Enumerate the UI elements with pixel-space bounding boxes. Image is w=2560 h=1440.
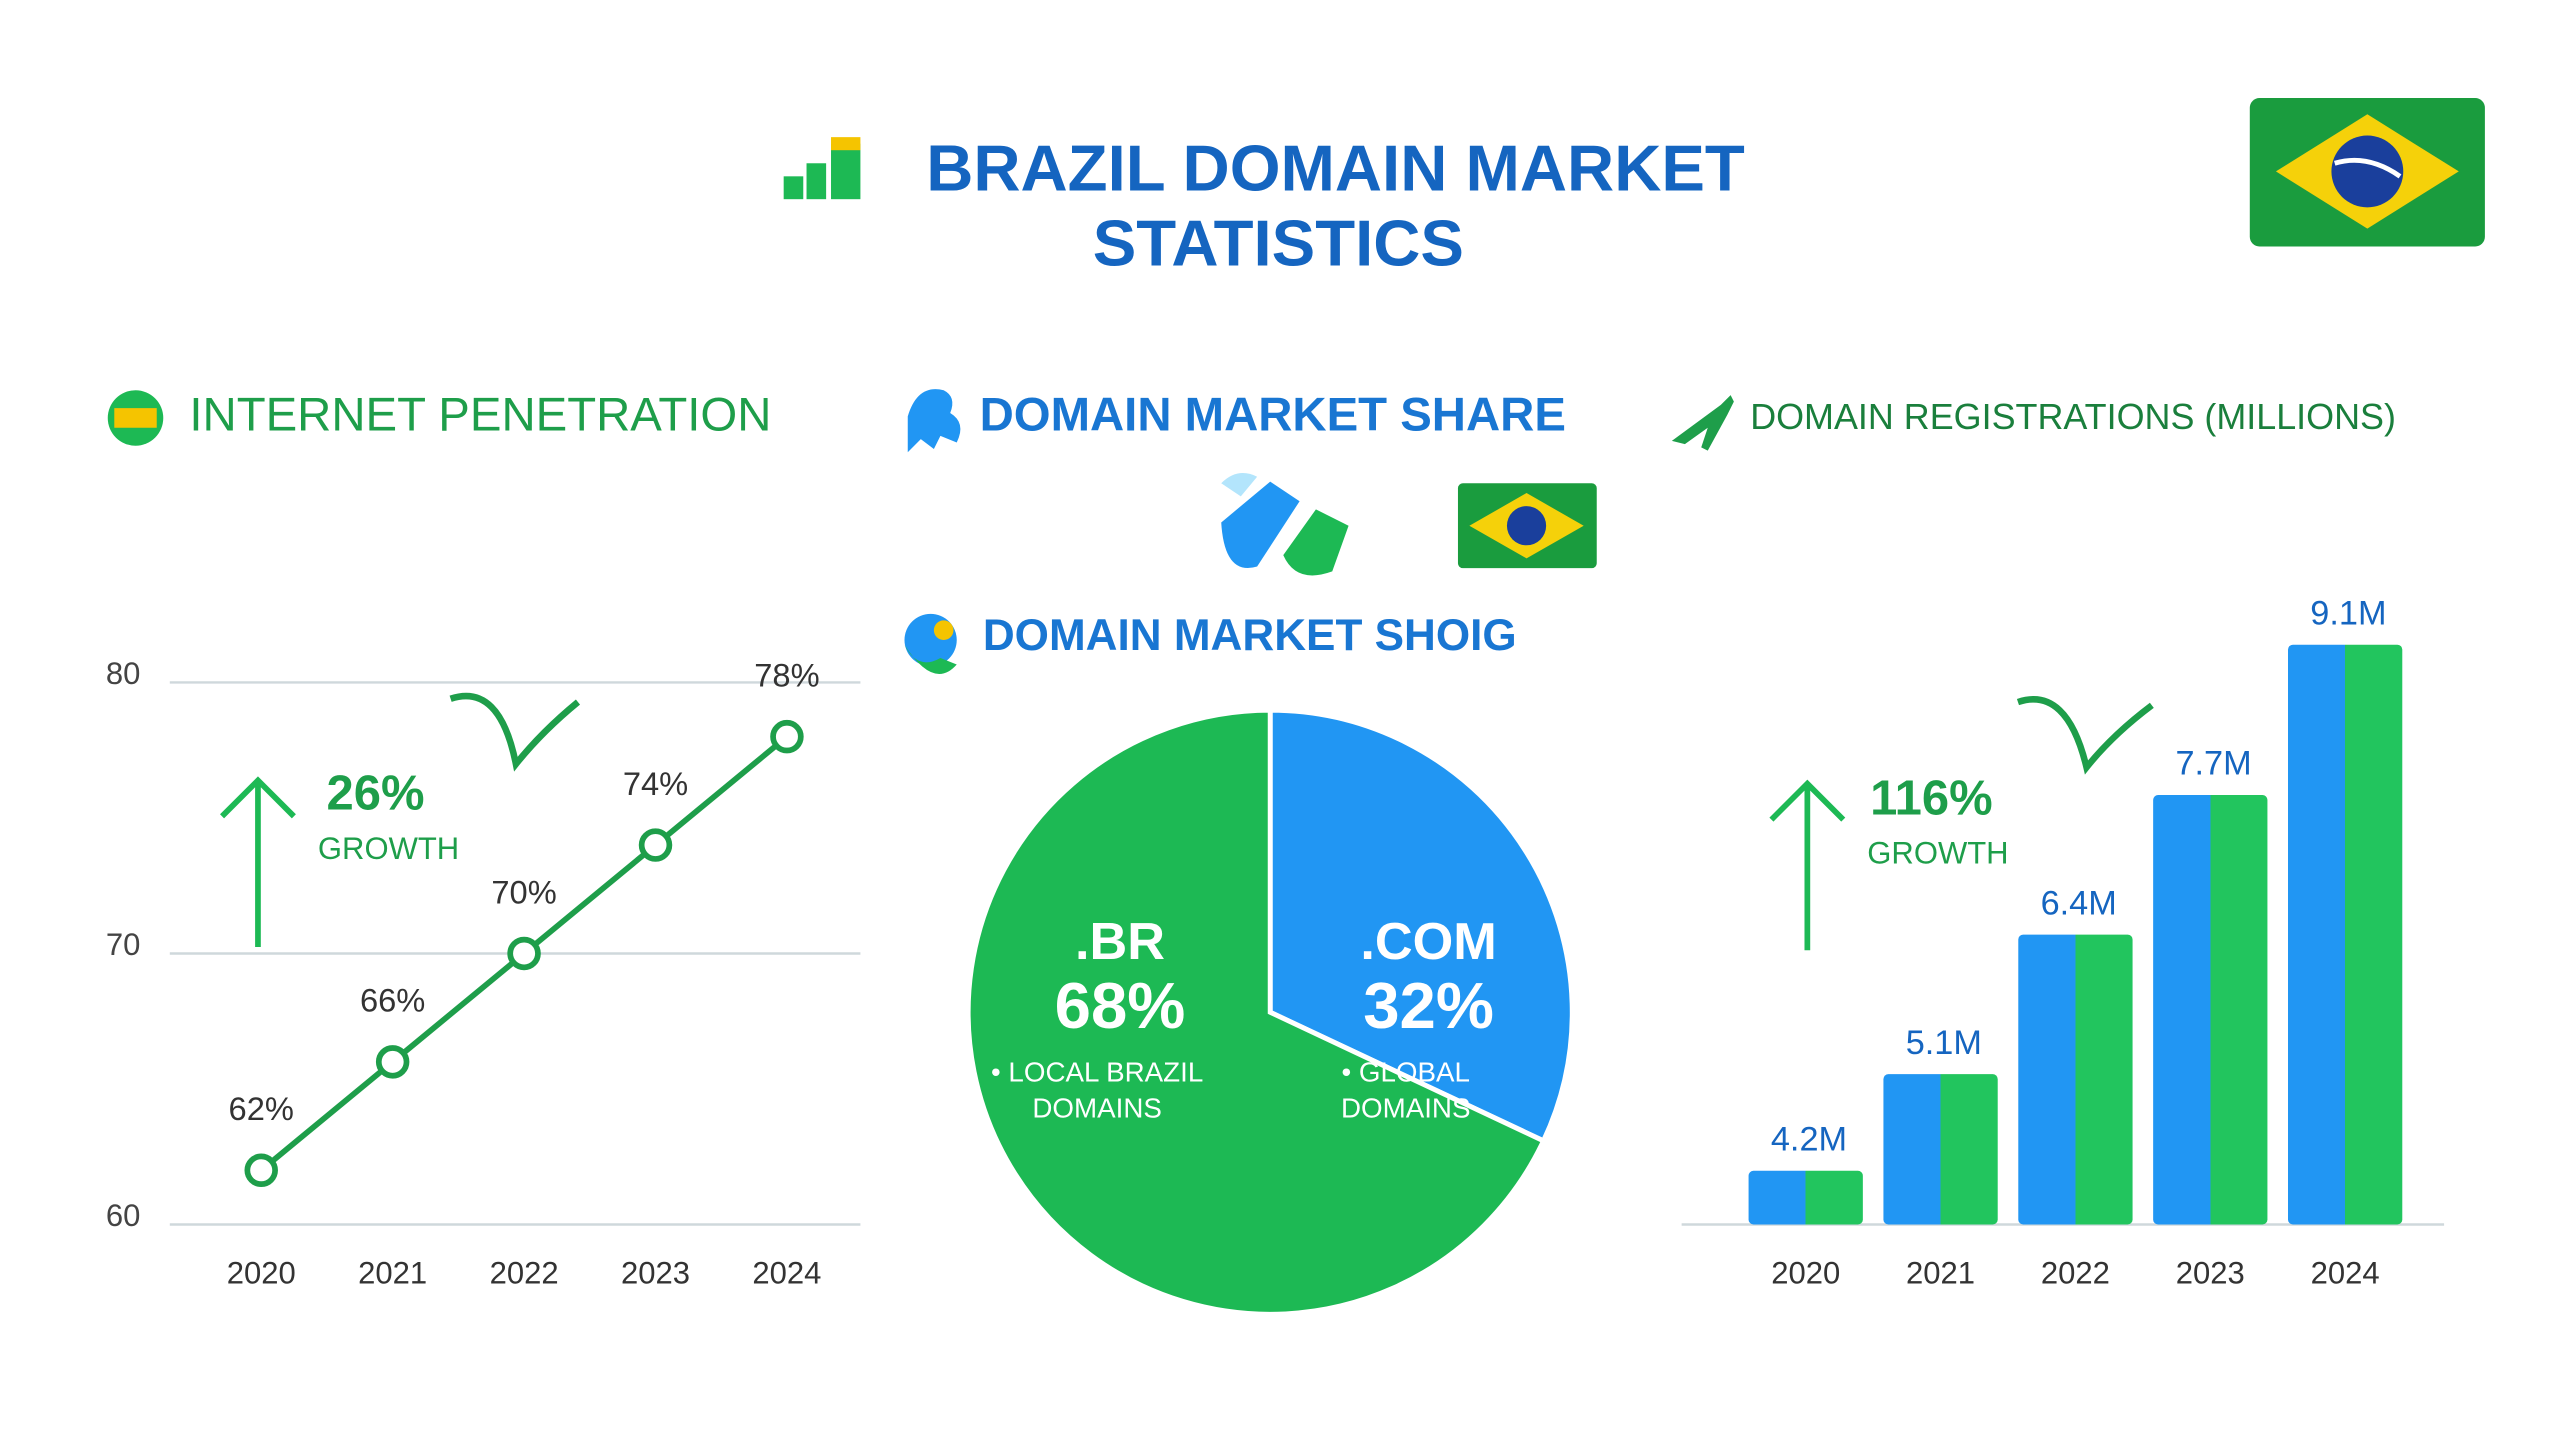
x-tick-label: 2022: [490, 1255, 559, 1290]
puzzle-icon: [907, 389, 961, 453]
x-tick-label: 2024: [2311, 1255, 2380, 1290]
x-tick-label: 2023: [2176, 1255, 2245, 1290]
title: STATISTICS: [1093, 206, 1464, 279]
slice-value: 32%: [1363, 969, 1494, 1042]
value-label: 62%: [229, 1090, 294, 1127]
value-label: 9.1M: [2310, 594, 2386, 632]
x-tick-label: 2022: [2041, 1255, 2110, 1290]
slice-label: .COM: [1360, 913, 1496, 971]
slice-description: • LOCAL BRAZIL: [991, 1057, 1203, 1088]
point: [244, 1153, 278, 1188]
checkmark: [449, 692, 2154, 775]
x-tick-label: 2020: [227, 1255, 296, 1290]
bar: [2018, 934, 2133, 1225]
annotation: 116%: [1870, 772, 1993, 826]
value-label: 74%: [623, 765, 688, 802]
slice-description: DOMAINS: [1032, 1093, 1162, 1124]
value-label: 5.1M: [1906, 1024, 1982, 1062]
x-tick-label: 2020: [1771, 1255, 1840, 1290]
slice-description: • GLOBAL: [1341, 1057, 1469, 1088]
point: [638, 828, 673, 862]
plane-icon: [1671, 395, 1734, 451]
section-title: DOMAIN MARKET SHARE: [980, 388, 1566, 441]
value-label: 78%: [754, 657, 819, 694]
title: BRAZIL DOMAIN MARKET: [926, 131, 1745, 204]
point: [507, 936, 541, 971]
y-tick-label: 60: [106, 1198, 140, 1233]
value-label: 7.7M: [2175, 745, 2251, 783]
y-tick-label: 70: [106, 927, 140, 962]
slice-label: .BR: [1075, 913, 1165, 971]
share-icon: [1221, 473, 1349, 576]
growth-arrow: [220, 776, 1846, 951]
annotation: GROWTH: [1867, 836, 2008, 871]
value-label: 6.4M: [2041, 884, 2117, 922]
chart-title: INTERNET PENETRATION: [189, 388, 771, 441]
globe-icon: [107, 390, 164, 446]
x-tick-label: 2023: [621, 1255, 690, 1290]
value-label: 70%: [491, 873, 556, 910]
value-label: 4.2M: [1771, 1120, 1847, 1158]
x-tick-label: 2021: [358, 1255, 427, 1290]
x-tick-label: 2021: [1906, 1255, 1975, 1290]
bar: [1748, 1170, 1863, 1225]
brazil-flag: [2249, 97, 2485, 247]
slice-value: 68%: [1055, 969, 1186, 1042]
value-label: 66%: [360, 982, 425, 1019]
annotation: 26%: [327, 767, 425, 821]
chart-title: DOMAIN REGISTRATIONS (MILLIONS): [1750, 396, 2396, 437]
pie-slice: [965, 707, 1547, 1317]
slice-description: DOMAINS: [1341, 1093, 1471, 1124]
title-icon: [783, 137, 861, 200]
pie-icon: [904, 613, 957, 674]
y-tick-label: 80: [106, 656, 140, 691]
annotation: GROWTH: [318, 831, 459, 866]
bar: [2153, 795, 2268, 1225]
point: [770, 719, 804, 754]
bar: [1883, 1074, 1998, 1225]
brazil-flag-small: [1457, 483, 1597, 569]
x-tick-label: 2024: [752, 1255, 821, 1290]
chart-title: DOMAIN MARKET SHOIG: [983, 611, 1517, 660]
point: [375, 1045, 410, 1079]
pie-slice: [1267, 707, 1575, 1145]
bar: [2288, 644, 2403, 1225]
